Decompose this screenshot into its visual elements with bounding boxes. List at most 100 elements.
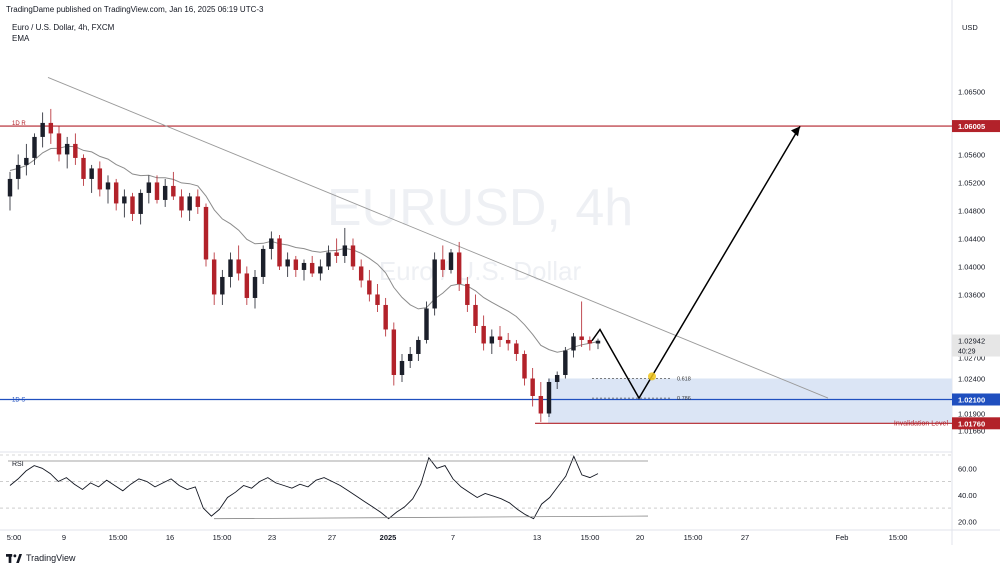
price-tick-label: 1.05200 [958,178,985,187]
fib-label: 0.786 [677,396,691,402]
current-price-label: 1.02942 [958,337,985,346]
candle-body [522,353,527,379]
candle-body [154,182,160,200]
candle-body [105,182,111,190]
resistance-label: 1D R [12,121,26,127]
price-tick-label: 1.03600 [958,290,985,299]
time-tick-label: 15:00 [889,533,908,542]
time-tick-label: 15:00 [684,533,703,542]
fib-marker-dot [648,372,656,381]
tradingview-logo-icon [6,553,22,563]
time-tick-label: 23 [268,533,276,542]
candle-body [497,336,503,340]
time-tick-label: 16 [166,533,174,542]
candle-body [171,185,176,197]
candle-body [399,360,405,375]
candle-body [73,143,78,158]
candle-body [113,182,119,204]
time-tick-label: 2025 [380,533,397,542]
projection-path [591,126,801,400]
candle-body [277,238,282,267]
time-tick-label: 5:00 [7,533,22,542]
support-label: 1D S [12,397,25,403]
candle-body [530,378,535,396]
candle-body [244,273,250,298]
watermark-symbol: EURUSD, 4h [327,179,633,237]
time-tick-label: 15:00 [581,533,600,542]
price-tag-label: 1.02100 [958,395,985,404]
current-price-box [952,334,1000,357]
candle-body [48,122,54,134]
candle-body [416,339,421,354]
candle-body [7,178,13,197]
price-tag-box [952,417,1000,430]
candle-body [326,252,331,267]
candle-body [448,252,454,270]
candle-body [236,259,241,274]
rsi-tick-label: 20.00 [958,517,977,526]
countdown-label: 40:29 [958,349,976,356]
candle-body [15,164,21,179]
candle-body [587,339,593,344]
price-tag-box [952,393,1000,406]
rsi-line [9,455,599,520]
candle-body [465,283,470,305]
currency-label: USD [962,23,978,32]
time-tick-label: 15:00 [109,533,128,542]
candle-body [301,262,307,270]
candle-body [595,340,601,344]
candle-body [252,276,258,298]
candle-body [505,339,511,344]
time-tick-label: 27 [741,533,749,542]
candle-body [563,350,568,375]
trendline [47,76,829,399]
candle-body [293,259,299,270]
rsi-support-trendline [213,515,649,520]
candle-body [350,245,356,267]
price-tick-label: 1.01660 [958,426,985,435]
time-tick-label: 7 [451,533,455,542]
candle-body [579,336,584,340]
candle-body [211,259,217,295]
candle-body [56,133,62,155]
rsi-tick-label: 40.00 [958,491,977,500]
candle-body [220,276,225,295]
watermark-name: Euro / U.S. Dollar [379,256,582,286]
candle-body [538,395,544,414]
candle-body [179,196,184,211]
candle-body [228,259,233,277]
publish-info: TradingDame published on TradingView.com… [6,5,264,14]
price-tag-box [952,120,1000,133]
time-tick-label: 9 [62,533,66,542]
symbol-title[interactable]: Euro / U.S. Dollar, 4h, FXCM [12,23,115,32]
candle-body [514,343,519,354]
candle-body [40,122,45,137]
candle-body [24,157,29,165]
price-tick-label: 1.04400 [958,234,985,243]
candle-body [489,336,495,344]
candle-body [97,168,103,190]
candle-body [358,266,364,281]
candle-body [89,168,94,179]
candle-body [122,196,127,204]
rsi-title: RSI [12,461,24,468]
rsi-tick-label: 60.00 [958,464,977,473]
time-tick-label: Feb [836,533,849,542]
candle-body [138,192,143,214]
time-tick-label: 27 [328,533,336,542]
brand-footer[interactable]: TradingView [6,553,76,563]
ema-line [9,145,599,353]
candle-body [367,280,372,295]
candle-body [32,136,37,158]
indicator-label[interactable]: EMA [12,34,30,43]
candle-body [81,157,86,179]
candle-body [456,252,462,284]
candle-body [187,196,192,211]
candle-body [285,259,290,267]
price-tick-label: 1.04000 [958,262,985,271]
candle-body [64,143,70,155]
price-tick-label: 1.01900 [958,409,985,418]
candle-body [195,196,201,207]
candle-body [391,329,397,375]
